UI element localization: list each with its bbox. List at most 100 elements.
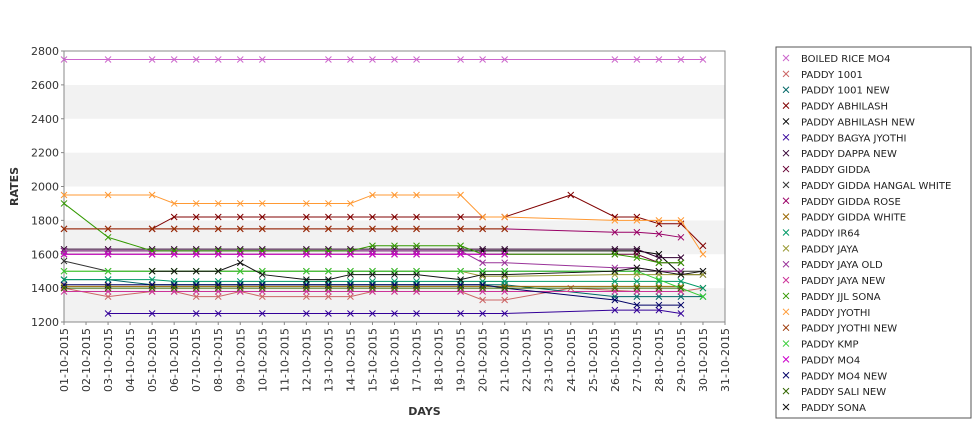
series-point: [347, 293, 354, 300]
series-point: [413, 242, 420, 250]
series-point: [369, 225, 376, 233]
series-point: [325, 284, 332, 292]
series-point: [214, 200, 222, 207]
legend-marker: [782, 356, 790, 363]
series-point: [192, 56, 200, 63]
x-tick-label: 25-10-2015: [587, 328, 600, 392]
series-point: [413, 213, 420, 221]
grid-band: [64, 288, 725, 322]
legend-item-label: PADDY KMP: [801, 340, 859, 351]
legend-marker: [782, 403, 790, 411]
series-point: [633, 264, 641, 272]
series-point: [325, 267, 332, 275]
series-point: [325, 213, 332, 221]
series-point: [192, 293, 200, 300]
grid-band: [64, 152, 725, 187]
grid-band: [64, 118, 725, 153]
series-point: [633, 301, 641, 309]
x-tick-label: 01-10-2015: [58, 328, 71, 392]
y-tick-label: 1800: [31, 214, 59, 227]
series-point: [258, 271, 266, 278]
series-point: [413, 284, 420, 292]
series-point: [60, 267, 68, 275]
series-point: [258, 310, 266, 317]
series-point: [677, 254, 685, 261]
series-point: [391, 242, 398, 250]
x-tick-label: 02-10-2015: [80, 328, 93, 392]
series-point: [303, 276, 310, 284]
series-point: [236, 284, 244, 292]
series-point: [104, 233, 112, 241]
series-point: [391, 250, 398, 258]
series-point: [325, 276, 332, 284]
series-point: [677, 284, 685, 292]
series-point: [214, 284, 222, 292]
legend-item-label: PADDY SALI NEW: [801, 387, 886, 398]
legend-marker: [782, 165, 790, 173]
series-point: [192, 250, 200, 258]
series-point: [258, 250, 266, 258]
x-tick-label: 27-10-2015: [631, 328, 644, 392]
series-point: [501, 310, 509, 317]
legend-item-label: PADDY 1001: [801, 70, 863, 81]
legend-item-label: PADDY SONA: [801, 403, 866, 414]
legend-item-label: PADDY GIDDA: [801, 165, 870, 176]
series-point: [214, 225, 222, 233]
series-point: [369, 213, 376, 221]
series-point: [633, 56, 641, 63]
series-point: [236, 200, 244, 207]
series-point: [567, 191, 575, 199]
legend-marker: [782, 340, 790, 347]
series-point: [611, 267, 619, 275]
series-point: [303, 213, 310, 221]
legend-item-label: PADDY JAYA: [801, 244, 859, 255]
series-point: [611, 250, 619, 258]
x-tick-label: 17-10-2015: [411, 328, 424, 392]
series-point: [104, 293, 112, 300]
series-point: [457, 56, 464, 63]
x-tick-label: 12-10-2015: [300, 328, 313, 392]
x-tick-label: 08-10-2015: [212, 328, 225, 392]
legend-item-label: PADDY GIDDA HANGAL WHITE: [801, 181, 951, 192]
legend-marker: [782, 276, 790, 284]
legend-marker: [782, 102, 790, 109]
series-point: [347, 271, 354, 278]
y-tick-label: 2200: [31, 147, 59, 160]
series-point: [347, 250, 354, 258]
legend-item-label: PADDY GIDDA WHITE: [801, 213, 906, 224]
legend-marker: [782, 133, 790, 141]
series-point: [214, 267, 222, 275]
series-point: [501, 250, 509, 258]
series-point: [391, 225, 398, 233]
series-point: [369, 56, 376, 63]
series-point: [501, 56, 509, 63]
series-point: [501, 245, 509, 253]
series-point: [413, 310, 420, 317]
series-point: [655, 301, 663, 309]
series-point: [457, 242, 464, 250]
grid-band: [64, 186, 725, 221]
series-point: [611, 296, 619, 304]
x-tick-label: 04-10-2015: [124, 328, 137, 392]
series-point: [677, 233, 685, 241]
series-point: [347, 225, 354, 233]
series-point: [104, 250, 112, 258]
series-point: [611, 284, 619, 292]
series-point: [501, 296, 509, 304]
series-point: [391, 213, 398, 221]
series-point: [655, 306, 663, 314]
series-point: [479, 271, 486, 278]
legend-item-label: PADDY JYOTHI: [801, 308, 870, 319]
legend-marker: [782, 308, 790, 316]
series-point: [236, 56, 244, 63]
series-point: [369, 284, 376, 292]
x-tick-label: 31-10-2015: [719, 328, 732, 392]
series-point: [413, 271, 420, 278]
legend-item-label: PADDY IR64: [801, 229, 860, 240]
series-point: [479, 284, 486, 292]
series-point: [479, 213, 486, 221]
legend-item-label: PADDY DAPPA NEW: [801, 149, 897, 160]
x-tick-label: 03-10-2015: [102, 328, 115, 392]
x-tick-label: 21-10-2015: [499, 328, 512, 392]
